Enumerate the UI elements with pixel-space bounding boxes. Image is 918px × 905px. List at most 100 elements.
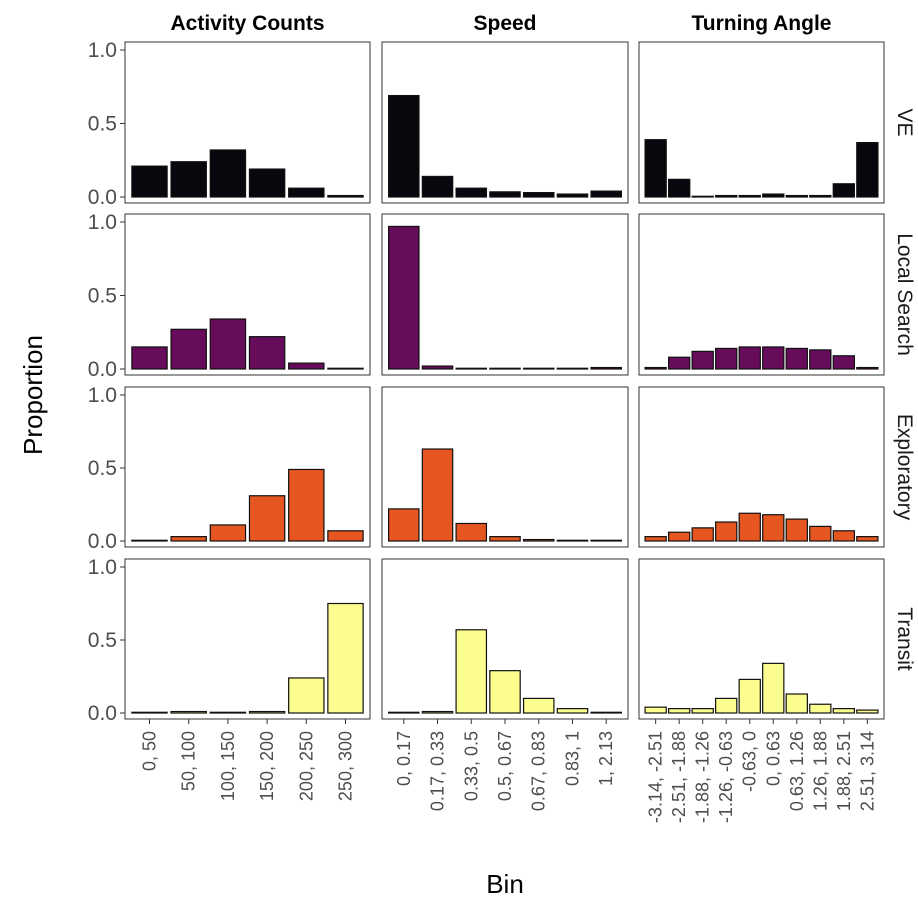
x-tick-label: 2.51, 3.14 bbox=[857, 731, 877, 811]
bar bbox=[421, 448, 454, 542]
y-tick-label: 0.5 bbox=[88, 629, 117, 652]
bar bbox=[209, 524, 247, 542]
panel-border bbox=[124, 386, 371, 548]
bar bbox=[785, 693, 808, 714]
bar bbox=[421, 175, 454, 198]
x-tick-label: -1.26, -0.63 bbox=[716, 731, 736, 823]
x-tick-label: -3.14, -2.51 bbox=[646, 731, 666, 823]
panel-border bbox=[124, 213, 371, 376]
bar bbox=[762, 346, 785, 370]
x-tick-label: 50, 100 bbox=[179, 731, 199, 791]
y-axis-title: Proportion bbox=[18, 335, 48, 455]
facet-row-label: VE bbox=[893, 108, 916, 136]
bar bbox=[785, 194, 808, 198]
bar bbox=[248, 168, 286, 198]
bar bbox=[489, 367, 521, 370]
bar bbox=[455, 187, 488, 198]
bar bbox=[832, 530, 856, 542]
bar bbox=[590, 190, 622, 198]
facet-panels: Activity Counts Speed Turning Angle VE 0.0 0.… bbox=[88, 12, 916, 823]
x-tick-label: 0, 0.17 bbox=[394, 731, 414, 786]
panel-border bbox=[381, 41, 629, 204]
bar bbox=[785, 518, 808, 542]
bar bbox=[809, 349, 832, 370]
x-tick-label: 0.83, 1 bbox=[562, 731, 582, 786]
bar bbox=[715, 194, 738, 198]
bar bbox=[248, 710, 286, 714]
bar bbox=[856, 536, 879, 542]
bar bbox=[288, 677, 325, 714]
bar bbox=[644, 139, 667, 198]
panel-border bbox=[124, 41, 371, 204]
bar bbox=[489, 670, 521, 714]
bar bbox=[832, 708, 856, 714]
bar bbox=[556, 539, 589, 542]
bar bbox=[738, 678, 761, 714]
panel-border bbox=[638, 41, 885, 204]
bar bbox=[209, 318, 247, 370]
bar bbox=[288, 362, 325, 370]
facet-column-title: Activity Counts bbox=[170, 12, 324, 35]
x-axis-title: Bin bbox=[486, 869, 524, 899]
bar bbox=[131, 711, 168, 714]
bar bbox=[762, 193, 785, 198]
facet-row-label: Local Search bbox=[893, 233, 916, 356]
x-tick-label: 250, 300 bbox=[336, 731, 356, 801]
bar bbox=[691, 527, 714, 542]
y-tick-label: 0.0 bbox=[88, 702, 117, 725]
bar bbox=[809, 703, 832, 714]
x-tick-label: 150, 200 bbox=[257, 731, 277, 801]
bar bbox=[738, 194, 761, 198]
bar bbox=[455, 367, 488, 370]
y-tick-label: 0.5 bbox=[88, 457, 117, 480]
y-tick-label: 0.5 bbox=[88, 113, 117, 136]
bar bbox=[388, 225, 420, 370]
bar bbox=[170, 328, 207, 370]
bar bbox=[856, 142, 879, 198]
facet-column-title: Speed bbox=[473, 12, 536, 35]
bar bbox=[170, 536, 207, 542]
bar bbox=[170, 710, 207, 714]
bar bbox=[762, 514, 785, 542]
bar bbox=[327, 367, 364, 370]
x-tick-label: 0.5, 0.67 bbox=[495, 731, 515, 801]
bar bbox=[738, 512, 761, 542]
bar bbox=[715, 347, 738, 370]
x-tick-label: 0, 50 bbox=[140, 731, 160, 771]
panel-border bbox=[638, 213, 885, 376]
bar bbox=[691, 708, 714, 714]
bar bbox=[667, 178, 691, 198]
bar bbox=[667, 531, 691, 542]
x-tick-label: 0, 0.63 bbox=[763, 731, 783, 786]
bar bbox=[131, 165, 168, 198]
bar bbox=[209, 149, 247, 198]
bar bbox=[667, 356, 691, 370]
bar bbox=[785, 347, 808, 370]
bar bbox=[421, 365, 454, 370]
x-tick-label: -0.63, 0 bbox=[740, 731, 760, 792]
x-tick-label: 0.17, 0.33 bbox=[428, 731, 448, 811]
bar bbox=[556, 193, 589, 198]
y-tick-label: 0.0 bbox=[88, 530, 117, 553]
bar bbox=[644, 366, 667, 370]
bar bbox=[489, 536, 521, 542]
bar bbox=[832, 355, 856, 370]
bar bbox=[856, 709, 879, 714]
bar bbox=[388, 508, 420, 542]
bar bbox=[288, 468, 325, 542]
bar bbox=[590, 366, 622, 370]
bar bbox=[388, 711, 420, 714]
bar bbox=[421, 710, 454, 714]
panel-border bbox=[381, 213, 629, 376]
x-tick-label: 1.88, 2.51 bbox=[834, 731, 854, 811]
panel-border bbox=[381, 386, 629, 548]
bar bbox=[455, 522, 488, 542]
y-tick-label: 0.0 bbox=[88, 358, 117, 381]
facet-column-title: Turning Angle bbox=[692, 12, 832, 35]
bar bbox=[556, 708, 589, 714]
bar bbox=[738, 346, 761, 370]
bar bbox=[455, 629, 488, 714]
y-tick-label: 1.0 bbox=[88, 211, 117, 234]
x-tick-label: 200, 250 bbox=[296, 731, 316, 801]
